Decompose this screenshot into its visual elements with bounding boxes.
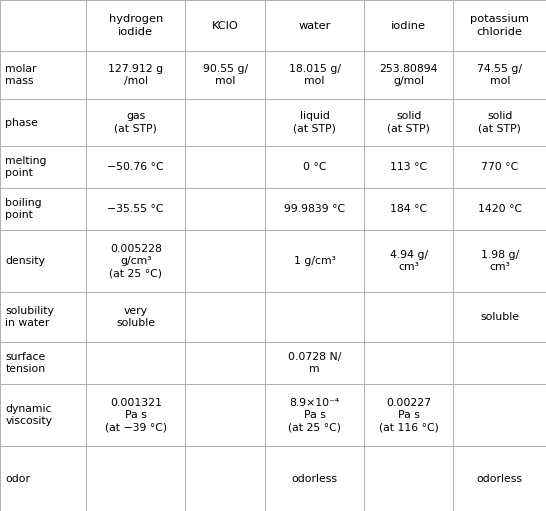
Text: 0.00227
Pa s
(at 116 °C): 0.00227 Pa s (at 116 °C)	[379, 398, 438, 432]
Text: 184 °C: 184 °C	[390, 204, 428, 214]
Text: −35.55 °C: −35.55 °C	[108, 204, 164, 214]
Text: 0.001321
Pa s
(at −39 °C): 0.001321 Pa s (at −39 °C)	[105, 398, 167, 432]
Text: potassium
chloride: potassium chloride	[470, 14, 529, 37]
Text: density: density	[5, 256, 45, 266]
Text: 253.80894
g/mol: 253.80894 g/mol	[379, 64, 438, 86]
Text: melting
point: melting point	[5, 156, 47, 178]
Text: −50.76 °C: −50.76 °C	[108, 162, 164, 172]
Text: solid
(at STP): solid (at STP)	[478, 111, 521, 134]
Text: liquid
(at STP): liquid (at STP)	[293, 111, 336, 134]
Text: 8.9×10⁻⁴
Pa s
(at 25 °C): 8.9×10⁻⁴ Pa s (at 25 °C)	[288, 398, 341, 432]
Text: KClO: KClO	[212, 20, 239, 31]
Text: odorless: odorless	[292, 474, 337, 483]
Text: 0.005228
g/cm³
(at 25 °C): 0.005228 g/cm³ (at 25 °C)	[109, 244, 162, 278]
Text: 127.912 g
/mol: 127.912 g /mol	[108, 64, 163, 86]
Text: 1420 °C: 1420 °C	[478, 204, 522, 214]
Text: water: water	[298, 20, 331, 31]
Text: dynamic
viscosity: dynamic viscosity	[5, 404, 52, 426]
Text: very
soluble: very soluble	[116, 306, 155, 328]
Text: 770 °C: 770 °C	[481, 162, 518, 172]
Text: odorless: odorless	[477, 474, 523, 483]
Text: 1.98 g/
cm³: 1.98 g/ cm³	[480, 250, 519, 272]
Text: hydrogen
iodide: hydrogen iodide	[109, 14, 163, 37]
Text: gas
(at STP): gas (at STP)	[114, 111, 157, 134]
Text: 18.015 g/
mol: 18.015 g/ mol	[288, 64, 341, 86]
Text: 113 °C: 113 °C	[390, 162, 428, 172]
Text: molar
mass: molar mass	[5, 64, 37, 86]
Text: solid
(at STP): solid (at STP)	[387, 111, 430, 134]
Text: odor: odor	[5, 474, 31, 483]
Text: 1 g/cm³: 1 g/cm³	[294, 256, 335, 266]
Text: phase: phase	[5, 118, 38, 128]
Text: surface
tension: surface tension	[5, 352, 46, 374]
Text: 4.94 g/
cm³: 4.94 g/ cm³	[390, 250, 428, 272]
Text: 0.0728 N/
m: 0.0728 N/ m	[288, 352, 341, 374]
Text: 74.55 g/
mol: 74.55 g/ mol	[477, 64, 522, 86]
Text: 0 °C: 0 °C	[303, 162, 327, 172]
Text: solubility
in water: solubility in water	[5, 306, 55, 328]
Text: iodine: iodine	[391, 20, 426, 31]
Text: 90.55 g/
mol: 90.55 g/ mol	[203, 64, 248, 86]
Text: boiling
point: boiling point	[5, 198, 42, 220]
Text: soluble: soluble	[480, 312, 519, 322]
Text: 99.9839 °C: 99.9839 °C	[284, 204, 345, 214]
